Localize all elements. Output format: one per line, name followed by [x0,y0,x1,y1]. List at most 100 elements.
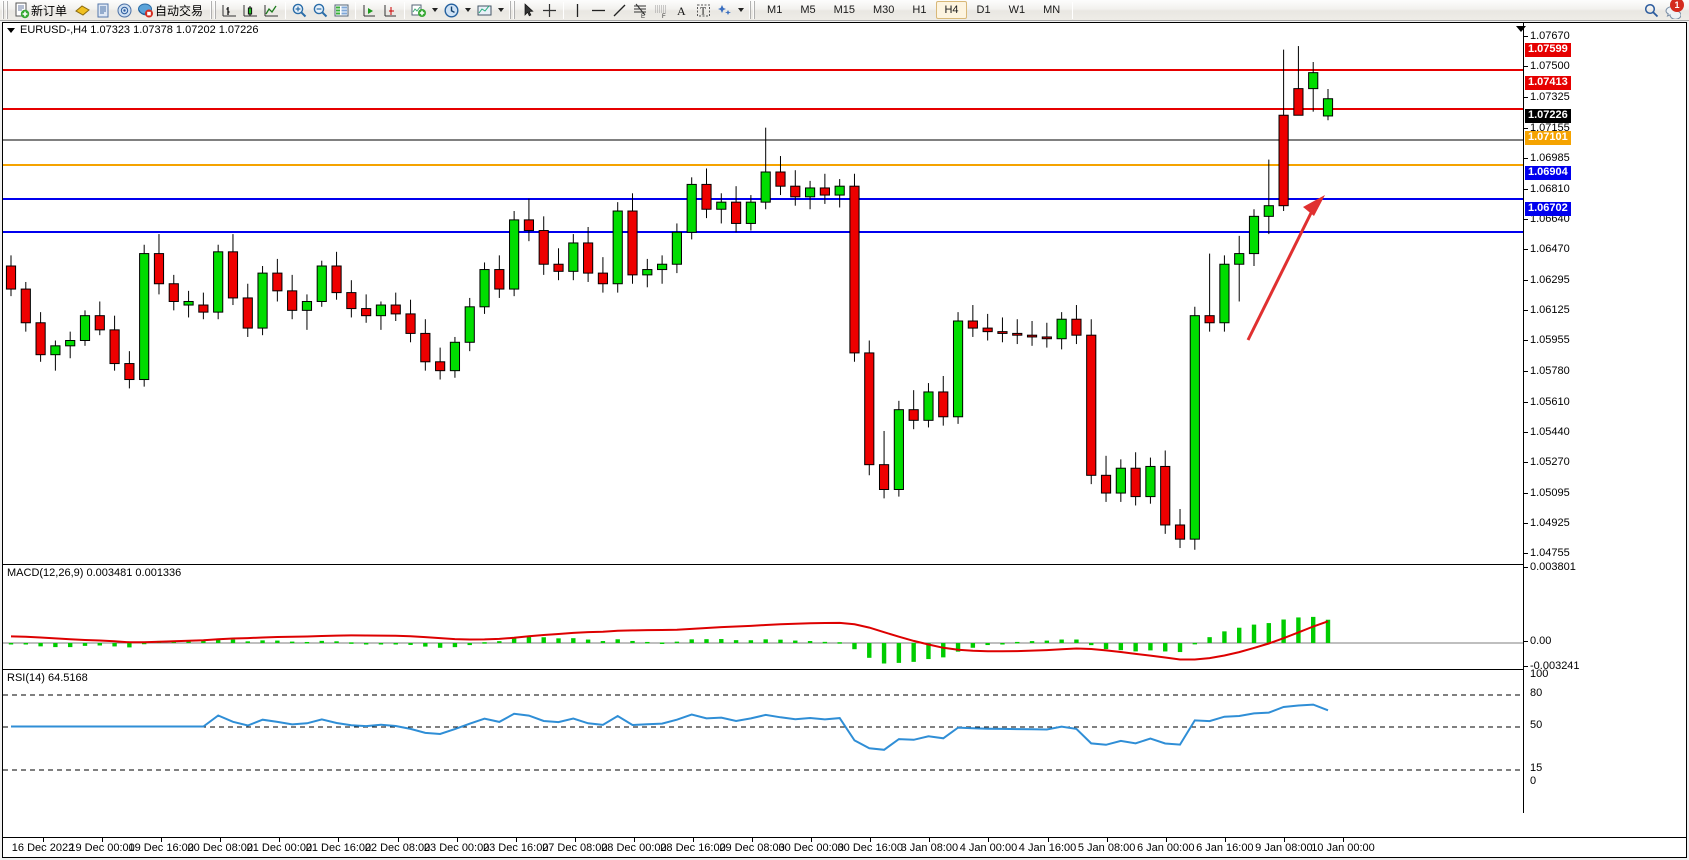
candle-body [1278,114,1289,207]
macd-histogram-bar [630,640,635,643]
candle-body [1012,332,1023,336]
candle-chart-icon [243,4,258,16]
time-scale[interactable]: 16 Dec 2022 19 Dec 00:00 19 Dec 16:00 20 De… [3,837,1686,857]
toolbar-grip[interactable] [2,1,9,19]
toolbar-grip-2[interactable] [210,1,218,19]
bullish-arrow-annotation[interactable] [1246,195,1325,341]
rsi-pane[interactable]: RSI(14) 64.5168 [3,669,1523,789]
timeframe-m15[interactable]: M15 [833,4,855,16]
candle-body [760,171,771,203]
candle-body [612,210,623,285]
period-chevron-down-icon[interactable] [465,8,472,12]
candle-body [864,352,875,466]
candle-body [1160,465,1171,526]
toolbar-grip-4[interactable] [749,1,757,19]
time-tick-label: 19 Dec 00:00 [69,842,135,854]
toolbar-separator-3 [404,1,406,19]
candle-body [775,171,786,187]
history-button[interactable] [72,1,93,20]
text-button[interactable]: A [672,1,693,20]
timeframe-m30[interactable]: M30 [873,4,895,16]
macd-histogram-bar [985,643,990,646]
timeframe-h4[interactable]: H4 [936,1,967,19]
terminal-button[interactable] [93,1,114,20]
data-window-icon [334,4,349,16]
chart-shift-button[interactable] [380,1,401,20]
auto-trading-button[interactable]: 自动交易 [135,1,208,20]
macd-pane[interactable]: MACD(12,26,9) 0.003481 0.001336 [3,564,1523,669]
bar-chart-button[interactable] [219,1,240,20]
time-tick [338,838,340,842]
price-scale[interactable]: 1.07670 1.07500 1.07325 1.07155 1.06985 1.068… [1523,23,1686,813]
candle-body [671,231,682,265]
fibo-button[interactable]: E [630,1,651,20]
current-price-label[interactable]: 1.07226 [1525,108,1571,123]
search-button[interactable] [1641,1,1662,20]
time-tick [633,838,635,842]
cursor-button[interactable] [518,1,539,20]
vline-button[interactable] [567,1,588,20]
candle-body [893,409,904,491]
auto-trading-label: 自动交易 [155,3,204,18]
macd-histogram-bar [1074,639,1079,643]
macd-histogram-bar [1296,617,1301,643]
macd-histogram-bar [719,639,724,643]
zoom-out-button[interactable] [310,1,331,20]
candle-body [94,315,105,331]
support-level-1[interactable]: 1.06904 [1525,166,1571,181]
trendline-button[interactable] [609,1,630,20]
text-label-button[interactable]: T [693,1,714,20]
macd-histogram-bar [867,643,872,658]
indicators-chevron-down-icon[interactable] [432,8,439,12]
timeframe-mn[interactable]: MN [1043,4,1061,16]
signals-button[interactable] [114,1,135,20]
auto-scroll-button[interactable] [359,1,380,20]
indicators-button[interactable] [408,1,429,20]
timeframe-m5[interactable]: M5 [800,4,816,16]
resistance-level-2[interactable]: 1.07413 [1525,75,1571,90]
crosshair-icon [543,3,557,17]
data-window-button[interactable] [331,1,352,20]
candle-body [494,269,505,290]
candle-chart-button[interactable] [240,1,261,20]
candle-body [583,242,594,274]
notifications-button[interactable]: 1 [1662,0,1684,20]
time-tick [102,838,104,842]
candle-body [257,272,268,329]
new-order-icon [15,2,30,18]
price-pane[interactable] [3,23,1523,564]
shapes-chevron-down-icon[interactable] [738,8,745,12]
toolbar-grip-3[interactable] [509,1,517,19]
time-tick-label: 21 Dec 00:00 [246,842,313,854]
zoom-in-button[interactable] [289,1,310,20]
equidistant-button[interactable]: F [651,1,672,20]
window-collapse-icon[interactable] [1516,26,1526,32]
timeframe-m1[interactable]: M1 [767,4,783,16]
time-tick-label: 20 Dec 08:00 [187,842,253,854]
timeframe-h1[interactable]: H1 [912,4,927,16]
candle-body [390,304,401,315]
indicators-icon [411,4,427,17]
support-level-2[interactable]: 1.06702 [1525,201,1571,216]
macd-histogram-bar [733,640,739,643]
templates-button[interactable] [474,1,495,20]
new-order-button[interactable]: 新订单 [11,1,72,20]
search-icon [1644,3,1659,17]
resistance-level-1[interactable]: 1.07599 [1525,42,1571,57]
period-button[interactable] [441,1,462,20]
line-chart-button[interactable] [261,1,282,20]
candle-body [183,300,194,306]
time-tick [811,838,813,842]
shapes-button[interactable] [714,1,735,20]
rsi-chart-svg [3,694,1523,771]
pivot-level[interactable]: 1.07101 [1525,131,1571,146]
time-tick [397,838,399,842]
templates-chevron-down-icon[interactable] [498,8,505,12]
chart-menu-caret-icon[interactable] [7,27,15,33]
time-tick [693,838,694,842]
crosshair-button[interactable] [539,1,560,20]
timeframe-w1[interactable]: W1 [1008,4,1026,16]
hline-button[interactable] [588,1,609,20]
timeframe-d1[interactable]: D1 [976,4,991,16]
macd-histogram-bar [349,642,354,644]
